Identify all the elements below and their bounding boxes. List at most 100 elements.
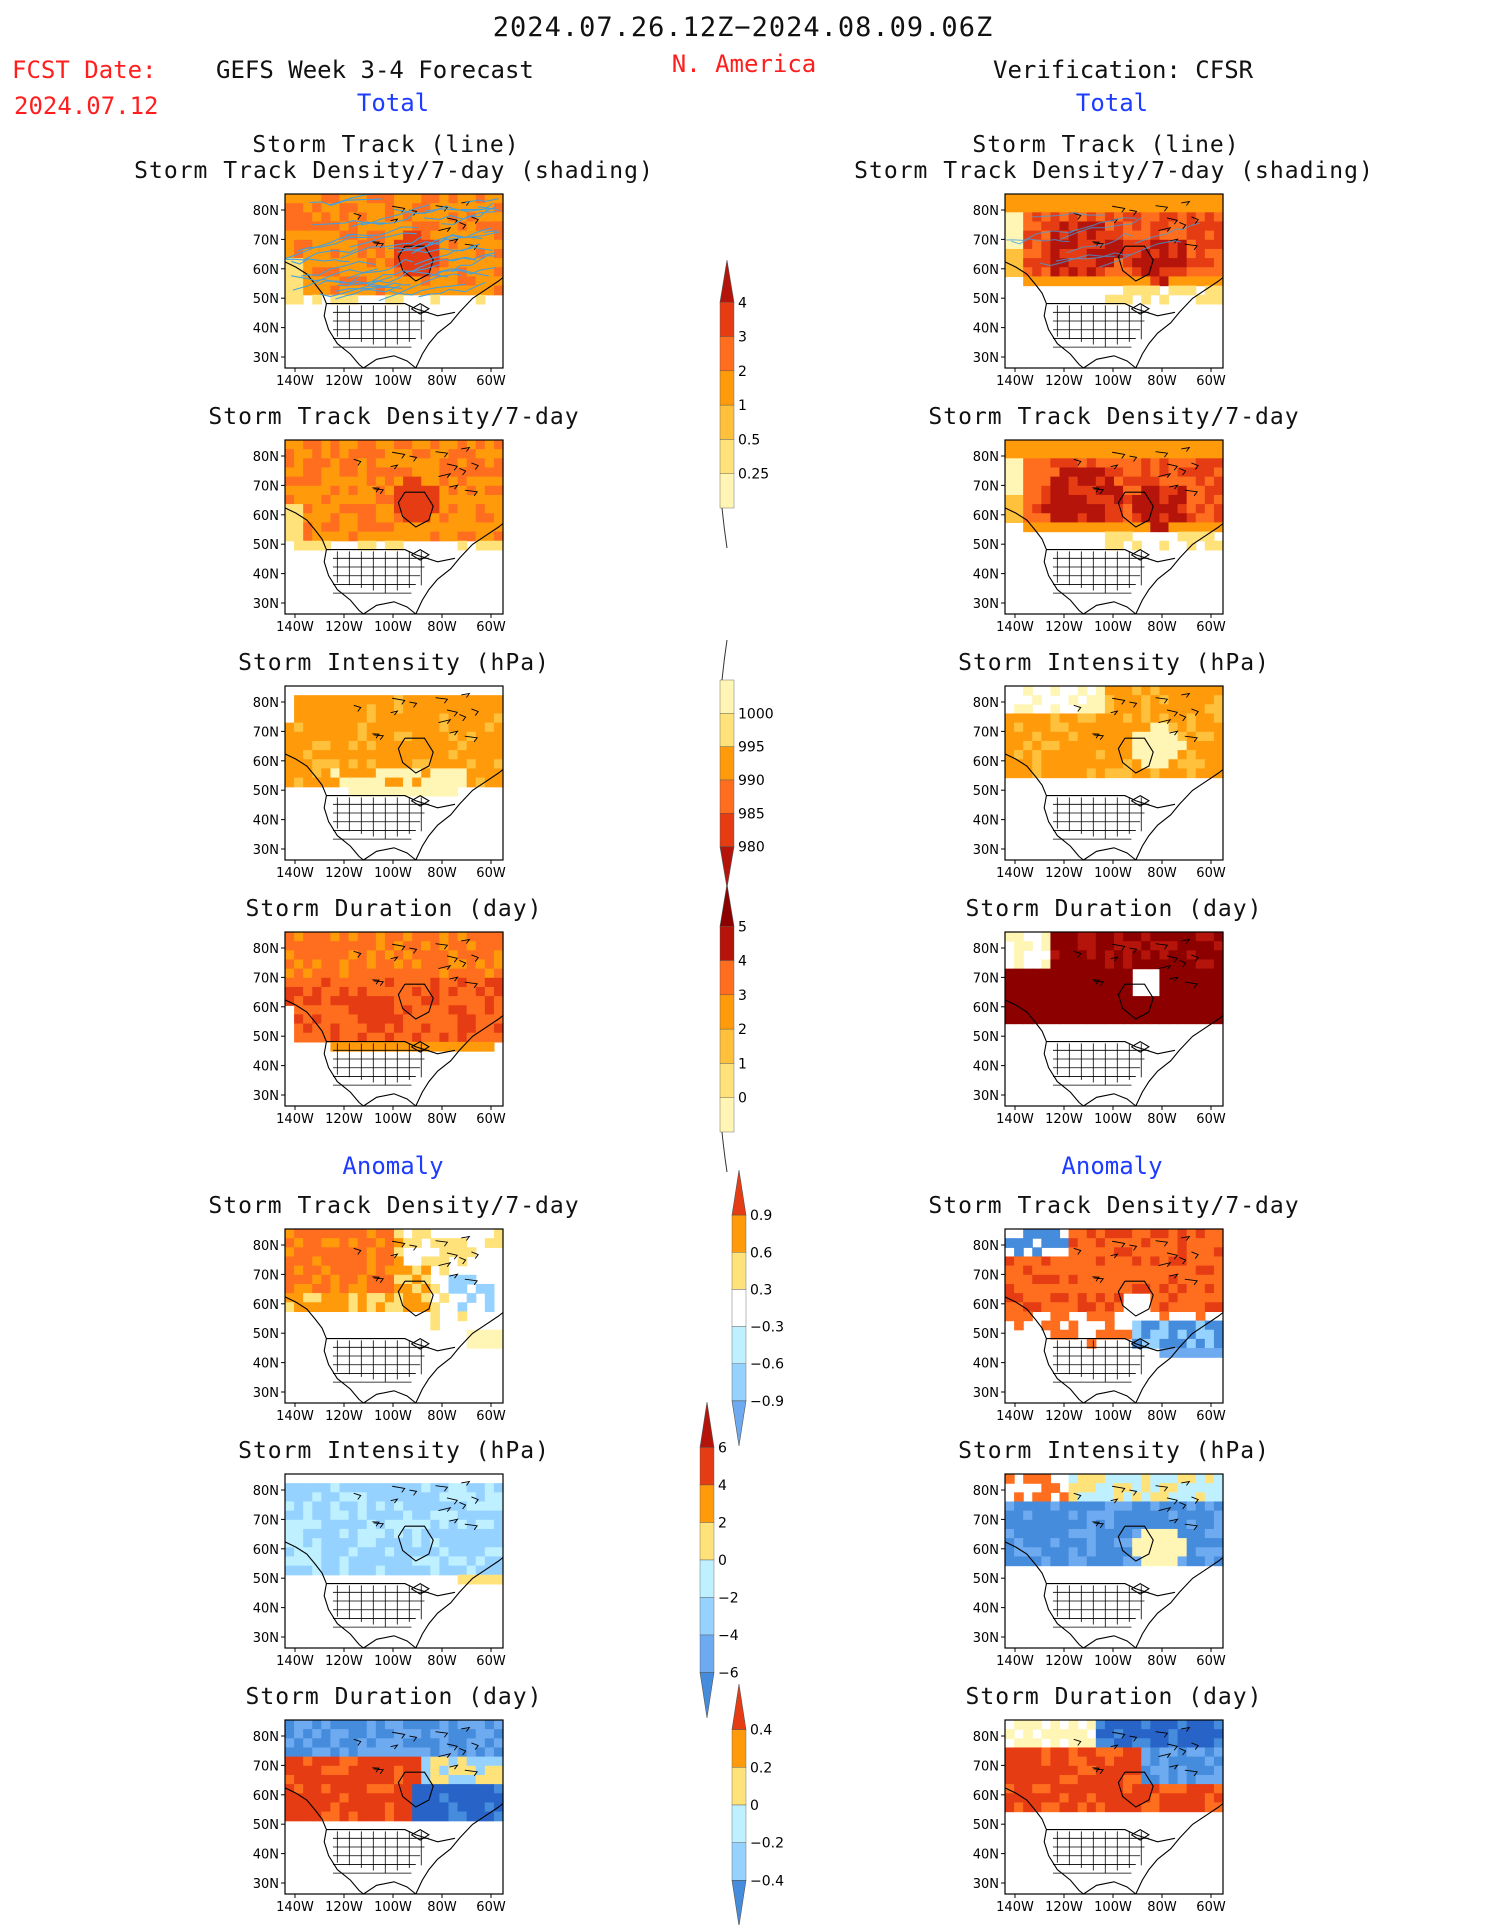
storm-track-line — [441, 206, 497, 226]
shading-cell — [1150, 1738, 1161, 1749]
shading-cell — [1005, 458, 1015, 469]
island-outline — [464, 1769, 478, 1777]
shading-cell — [1086, 485, 1097, 496]
shading-cell — [303, 950, 313, 961]
shading-cell — [1086, 467, 1097, 478]
shading-cell — [1077, 239, 1088, 250]
shading-cell — [1141, 932, 1151, 942]
storm-tracks — [285, 193, 501, 302]
shading-cell — [339, 1811, 350, 1822]
shading-cell — [466, 1014, 477, 1025]
shading-cell — [1014, 996, 1024, 1006]
shading-cell — [421, 1747, 431, 1758]
shading-cell — [1104, 1320, 1115, 1331]
shading-cell — [1086, 1547, 1097, 1558]
shading-cell — [1014, 1005, 1024, 1016]
shading-cell — [330, 1784, 341, 1794]
shading-cell — [1032, 759, 1042, 770]
shading-cell — [321, 540, 332, 551]
shading-cell — [1204, 1265, 1215, 1276]
island-outline — [409, 701, 418, 708]
shading-cell — [357, 1811, 368, 1822]
lat-label: 60N — [253, 1543, 279, 1558]
shading-cell — [357, 1756, 368, 1767]
shading-cell — [357, 1302, 368, 1313]
shading-cell — [457, 768, 468, 779]
shading-cell — [1023, 276, 1033, 287]
shading-cell — [412, 1238, 422, 1248]
island-outline — [461, 692, 471, 698]
shading-cell — [412, 230, 422, 241]
shading-cell — [1195, 1474, 1206, 1484]
shading-cell — [1114, 494, 1124, 505]
shading-cell — [1041, 458, 1052, 469]
shading-cell — [484, 695, 495, 705]
shading-cell — [1186, 531, 1197, 542]
shading-cell — [1086, 1720, 1097, 1730]
shading-cell — [1204, 1756, 1215, 1767]
shading-cell — [1204, 759, 1215, 770]
shading-cell — [384, 476, 395, 487]
shading-cell — [1195, 504, 1206, 514]
shading-cell — [1005, 1005, 1015, 1016]
shading-cell — [493, 777, 504, 788]
state-borders — [1052, 305, 1149, 348]
lat-label: 60N — [973, 1001, 999, 1016]
shading-cell — [403, 731, 413, 742]
island-outline — [1155, 943, 1169, 950]
shading-cell — [1032, 276, 1042, 287]
shading-cell — [312, 1793, 322, 1804]
shading-cell — [1095, 440, 1106, 450]
shading-cell — [375, 1547, 386, 1558]
shading-cell — [1086, 1492, 1097, 1503]
shading-cell — [439, 1565, 450, 1576]
shading-cell — [1104, 485, 1115, 496]
shading-cell — [412, 1729, 422, 1739]
shading-cell — [1213, 1329, 1224, 1340]
shading-cell — [1186, 1774, 1197, 1785]
island-outline — [1166, 1252, 1179, 1260]
shading-cell — [1132, 285, 1142, 296]
shading-cell — [1114, 1784, 1124, 1794]
west-coastline — [1004, 507, 1084, 615]
shading-cell — [1095, 1738, 1106, 1749]
shading-cell — [357, 221, 368, 232]
island-outline — [1181, 938, 1191, 944]
west-coastline — [284, 1296, 364, 1404]
shading-cell — [1195, 1348, 1206, 1358]
shading-cell — [1086, 230, 1097, 241]
us-canada-border — [326, 1829, 456, 1843]
shading-cell — [366, 494, 377, 505]
shading-cell — [1104, 531, 1115, 542]
island-outline — [373, 734, 385, 741]
shading-cell — [1159, 977, 1170, 988]
shading-cell — [1104, 1483, 1115, 1493]
shading-cell — [466, 768, 477, 779]
shading-cell — [1114, 722, 1124, 733]
shading-cell — [466, 1784, 477, 1794]
shading-cell — [1159, 494, 1170, 505]
shading-cell — [457, 248, 468, 259]
island-outline — [1092, 1767, 1100, 1773]
shading-cell — [1104, 704, 1115, 715]
shading-cell — [1086, 1774, 1097, 1785]
shading-cell — [1159, 522, 1170, 533]
shading-cell — [1077, 1238, 1088, 1248]
shading-cell — [421, 1565, 431, 1576]
shading-cell — [375, 1720, 386, 1730]
shading-cell — [312, 1538, 322, 1548]
shading-cell — [1114, 221, 1124, 232]
shading-cell — [1032, 203, 1042, 213]
shading-cell — [384, 1538, 395, 1548]
shading-cell — [484, 476, 495, 487]
shading-cell — [412, 1265, 422, 1276]
shading-cell — [285, 485, 295, 496]
shading-cell — [484, 1492, 495, 1503]
shading-cell — [1123, 476, 1133, 487]
us-canada-border — [1046, 1583, 1176, 1597]
shading-cell — [1014, 1492, 1024, 1503]
shading-cell — [339, 1774, 350, 1785]
shading-cell — [394, 759, 404, 770]
shading-cell — [1213, 513, 1224, 524]
shading-cell — [1132, 1547, 1142, 1558]
